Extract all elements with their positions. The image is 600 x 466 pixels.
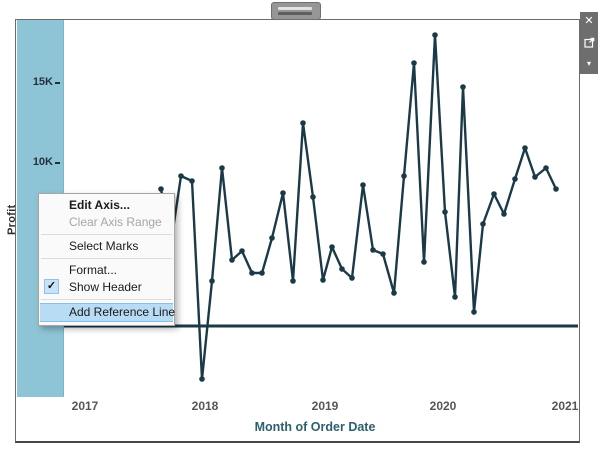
data-point-marker[interactable] — [401, 173, 407, 179]
data-point-marker[interactable] — [522, 145, 528, 151]
close-icon[interactable]: ✕ — [584, 15, 594, 27]
popout-window-icon[interactable] — [580, 37, 598, 49]
data-point-marker[interactable] — [249, 270, 255, 276]
data-point-marker[interactable] — [349, 275, 355, 281]
data-point-marker[interactable] — [320, 277, 326, 283]
x-axis-tick-2021: 2021 — [551, 399, 579, 413]
axis-context-menu: Edit Axis... Clear Axis Range Select Marks… — [38, 193, 175, 326]
x-axis-tick-2020: 2020 — [429, 399, 457, 413]
data-point-marker[interactable] — [329, 244, 335, 250]
grip-line — [278, 7, 312, 10]
data-point-marker[interactable] — [259, 270, 265, 276]
menu-item-add-reference-line[interactable]: Add Reference Line — [40, 303, 175, 322]
data-point-marker[interactable] — [553, 186, 559, 192]
data-point-marker[interactable] — [360, 182, 366, 188]
tick-mark — [55, 162, 60, 164]
data-point-marker[interactable] — [199, 376, 205, 382]
worksheet-grip-handle[interactable] — [271, 2, 321, 20]
grip-line — [278, 12, 312, 15]
data-point-marker[interactable] — [290, 278, 296, 284]
menu-item-select-marks[interactable]: Select Marks — [69, 239, 139, 253]
x-axis-tick-2017: 2017 — [71, 399, 99, 413]
data-point-marker[interactable] — [370, 247, 376, 253]
menu-item-edit-axis[interactable]: Edit Axis... — [69, 198, 130, 212]
chevron-down-icon[interactable]: ▾ — [586, 59, 591, 68]
checkmark-icon: ✓ — [44, 279, 59, 294]
data-point-marker[interactable] — [452, 294, 458, 300]
data-point-marker[interactable] — [280, 190, 286, 196]
data-point-marker[interactable] — [442, 209, 448, 215]
data-point-marker[interactable] — [501, 211, 507, 217]
data-point-marker[interactable] — [480, 221, 486, 227]
data-point-marker[interactable] — [411, 60, 417, 66]
data-point-marker[interactable] — [421, 259, 427, 265]
data-point-marker[interactable] — [300, 120, 306, 126]
data-point-marker[interactable] — [543, 165, 549, 171]
y-axis-tick-10K: 10K — [23, 156, 60, 168]
data-point-marker[interactable] — [229, 257, 235, 263]
data-point-marker[interactable] — [391, 290, 397, 296]
data-point-marker[interactable] — [158, 186, 164, 192]
card-control-rail: ✕ ▾ — [580, 12, 598, 74]
data-point-marker[interactable] — [471, 309, 477, 315]
menu-item-show-header[interactable]: Show Header ✓ — [39, 279, 174, 296]
menu-separator — [41, 299, 172, 300]
data-point-marker[interactable] — [239, 248, 245, 254]
menu-separator — [41, 258, 172, 259]
data-point-marker[interactable] — [491, 191, 497, 197]
menu-separator — [41, 234, 172, 235]
data-point-marker[interactable] — [512, 176, 518, 182]
data-point-marker[interactable] — [310, 194, 316, 200]
y-axis-tick-15K: 15K — [23, 76, 60, 88]
data-point-marker[interactable] — [339, 266, 345, 272]
data-point-marker[interactable] — [189, 178, 195, 184]
x-axis-title: Month of Order Date — [254, 420, 376, 434]
data-point-marker[interactable] — [532, 174, 538, 180]
data-point-marker[interactable] — [219, 165, 225, 171]
data-point-marker[interactable] — [460, 84, 466, 90]
x-axis-tick-2019: 2019 — [311, 399, 339, 413]
data-point-marker[interactable] — [178, 173, 184, 179]
profit-line[interactable] — [159, 33, 558, 381]
data-point-marker[interactable] — [209, 278, 215, 284]
data-point-marker[interactable] — [269, 235, 275, 241]
data-point-marker[interactable] — [432, 32, 438, 38]
menu-item-clear-axis-range: Clear Axis Range — [69, 215, 162, 229]
menu-item-format[interactable]: Format... — [69, 263, 118, 277]
tick-mark — [55, 82, 60, 84]
x-axis-tick-2018: 2018 — [191, 399, 219, 413]
data-point-marker[interactable] — [380, 251, 386, 257]
